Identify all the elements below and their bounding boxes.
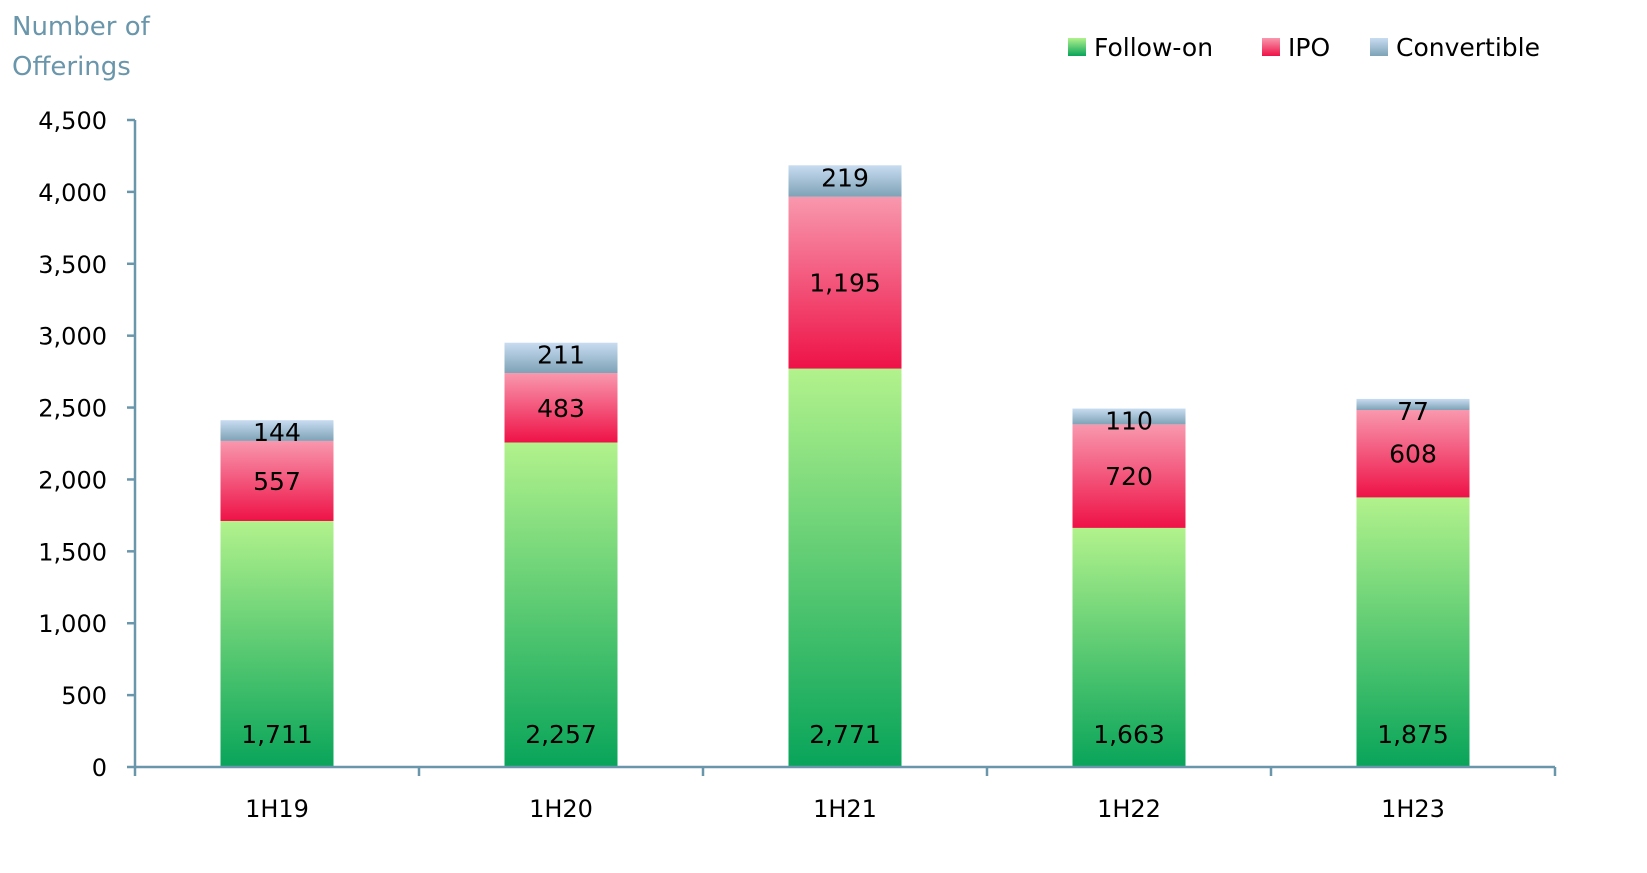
y-tick-label: 3,500 bbox=[38, 251, 107, 279]
y-axis-title-line2: Offerings bbox=[12, 52, 131, 82]
legend-swatch-convertible bbox=[1370, 38, 1388, 56]
data-label: 608 bbox=[1389, 440, 1437, 469]
bar-convertible-1H22 bbox=[1072, 408, 1186, 425]
data-label: 144 bbox=[253, 418, 301, 447]
bar-convertible-1H21 bbox=[788, 165, 902, 197]
y-tick-label: 1,000 bbox=[38, 610, 107, 638]
bar-follow-on-1H23 bbox=[1356, 497, 1470, 767]
bar-ipo-1H19 bbox=[220, 440, 334, 521]
bar-follow-on-1H21 bbox=[788, 368, 902, 767]
y-tick-label: 2,500 bbox=[38, 395, 107, 423]
data-label: 211 bbox=[537, 341, 585, 370]
bar-ipo-1H22 bbox=[1072, 424, 1186, 528]
data-label: 77 bbox=[1397, 397, 1429, 426]
bar-ipo-1H20 bbox=[504, 373, 618, 443]
bar-ipo-1H23 bbox=[1356, 409, 1470, 498]
bar-convertible-1H19 bbox=[220, 420, 334, 441]
data-label: 110 bbox=[1105, 407, 1153, 436]
data-label: 1,875 bbox=[1377, 720, 1449, 749]
data-label: 219 bbox=[821, 163, 869, 192]
data-label: 720 bbox=[1105, 462, 1153, 491]
x-tick-label: 1H19 bbox=[245, 795, 309, 823]
bar-ipo-1H21 bbox=[788, 196, 902, 369]
y-axis-title-line1: Number of bbox=[12, 12, 151, 42]
bar-follow-on-1H19 bbox=[220, 520, 334, 767]
bar-follow-on-1H22 bbox=[1072, 527, 1186, 767]
bar-convertible-1H23 bbox=[1356, 398, 1470, 410]
x-tick-label: 1H22 bbox=[1097, 795, 1161, 823]
y-tick-label: 2,000 bbox=[38, 466, 107, 494]
legend-swatch-ipo bbox=[1262, 38, 1280, 56]
data-label: 1,195 bbox=[809, 269, 881, 298]
y-tick-label: 3,000 bbox=[38, 323, 107, 351]
y-tick-label: 1,500 bbox=[38, 538, 107, 566]
bar-follow-on-1H20 bbox=[504, 442, 618, 767]
y-tick-label: 500 bbox=[61, 682, 107, 710]
legend-label: Follow-on bbox=[1094, 33, 1213, 62]
legend-swatch-follow-on bbox=[1068, 38, 1086, 56]
x-tick-label: 1H23 bbox=[1381, 795, 1445, 823]
data-label: 483 bbox=[537, 394, 585, 423]
bar-convertible-1H20 bbox=[504, 342, 618, 374]
data-label: 2,257 bbox=[525, 720, 597, 749]
y-tick-label: 0 bbox=[92, 754, 107, 782]
legend-label: Convertible bbox=[1396, 33, 1540, 62]
y-tick-label: 4,000 bbox=[38, 179, 107, 207]
x-tick-label: 1H21 bbox=[813, 795, 877, 823]
legend-label: IPO bbox=[1288, 33, 1330, 62]
legend: Follow-on IPO Convertible bbox=[1068, 33, 1540, 62]
data-label: 1,711 bbox=[241, 720, 313, 749]
data-label: 557 bbox=[253, 467, 301, 496]
x-tick-label: 1H20 bbox=[529, 795, 593, 823]
data-label: 1,663 bbox=[1093, 720, 1165, 749]
data-label: 2,771 bbox=[809, 720, 881, 749]
y-tick-label: 4,500 bbox=[38, 107, 107, 135]
